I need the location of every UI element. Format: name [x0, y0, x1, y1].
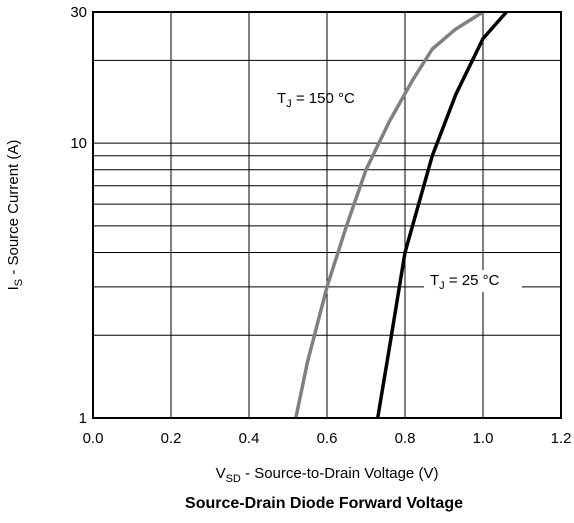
annotation-25c: TJ = 25 °C	[430, 272, 500, 292]
x-tick-label: 1.2	[551, 430, 572, 447]
x-tick-label: 1.0	[473, 430, 494, 447]
series-line-150c	[294, 10, 484, 419]
y-tick-label: 10	[70, 135, 87, 152]
chart-title: Source-Drain Diode Forward Voltage	[185, 495, 463, 512]
series-lines	[294, 10, 508, 419]
x-tick-labels: 0.0 0.2 0.4 0.6 0.8 1.0 1.2	[83, 430, 572, 447]
series-line-25c	[375, 10, 508, 419]
x-tick-label: 0.8	[395, 430, 416, 447]
annotation-150c: TJ = 150 °C	[277, 90, 355, 110]
y-tick-label: 1	[79, 410, 87, 427]
annotation-25c-background	[424, 270, 522, 292]
grid-lines	[93, 12, 561, 418]
x-axis-label: VSD - Source-to-Drain Voltage (V)	[216, 465, 439, 485]
plot-frame	[92, 11, 562, 419]
x-tick-label: 0.2	[161, 430, 182, 447]
y-axis-label: IS - Source Current (A)	[5, 140, 25, 291]
annotations: TJ = 150 °C TJ = 25 °C	[277, 90, 522, 292]
x-tick-label: 0.4	[239, 430, 260, 447]
x-tick-label: 0.0	[83, 430, 104, 447]
y-tick-label: 30	[70, 4, 87, 21]
x-tick-label: 0.6	[317, 430, 338, 447]
y-tick-labels: 1 10 30	[70, 4, 87, 427]
